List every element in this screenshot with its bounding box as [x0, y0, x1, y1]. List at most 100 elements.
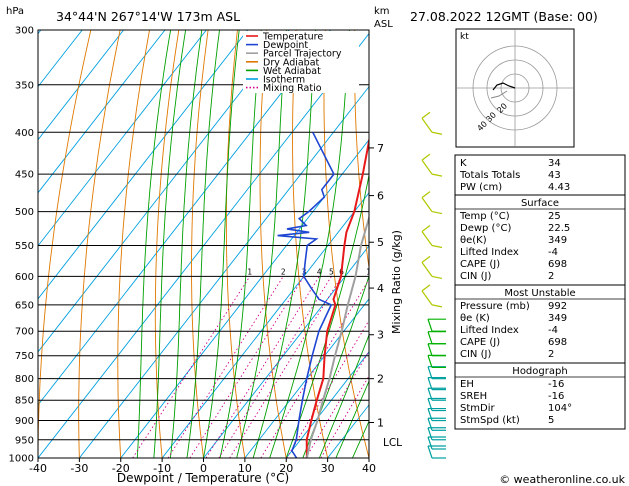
pressure-tick-label: 900: [15, 416, 34, 427]
wind-barb: [421, 191, 443, 215]
credit-text: © weatheronline.co.uk: [499, 473, 625, 486]
panel-row-value: 349: [548, 235, 567, 246]
legend-item: Mixing Ratio: [263, 83, 322, 94]
x-axis-label: Dewpoint / Temperature (°C): [117, 471, 289, 485]
pressure-tick-label: 400: [15, 128, 34, 139]
isotherm-line: [38, 30, 207, 247]
km-tick-label: 7: [377, 142, 384, 155]
mixing-ratio-value: 4: [317, 267, 322, 276]
mixing-ratio-value: 10: [366, 267, 376, 276]
location-title: 34°44'N 267°14'W 173m ASL: [56, 9, 240, 24]
km-tick-label: 1: [377, 417, 384, 430]
panel-section-title: Most Unstable: [504, 288, 575, 299]
panel-section-title: Surface: [521, 198, 559, 209]
hodograph-storm-motion: [490, 90, 508, 99]
panel-row-label: θe(K): [460, 235, 487, 246]
panel-row-label: Dewp (°C): [460, 223, 511, 234]
lcl-label: LCL: [383, 437, 402, 449]
legend-item: Dewpoint: [263, 40, 308, 51]
mixing-ratio-line: [260, 278, 369, 458]
panel-row-label: Pressure (mb): [460, 301, 530, 312]
legend-item: Wet Adiabat: [263, 66, 321, 77]
pressure-tick-label: 450: [15, 170, 34, 181]
panel-row-value: -16: [548, 391, 564, 402]
panel-row-label: CAPE (J): [460, 259, 500, 270]
wind-barb: [427, 366, 446, 380]
profiles: [277, 131, 369, 458]
mixing-ratio-value: 1: [247, 267, 252, 276]
mixing-ratio-value: 2: [281, 267, 286, 276]
wet-adiabat-line: [318, 333, 369, 458]
km-tick-label: 3: [377, 329, 384, 342]
panel-section-title: Hodograph: [512, 366, 567, 377]
x-tick-label: 40: [362, 462, 376, 475]
panel-row-label: CIN (J): [460, 349, 491, 360]
panel-row-label: CAPE (J): [460, 337, 500, 348]
pressure-tick-label: 700: [15, 327, 34, 338]
wind-barb: [421, 255, 443, 279]
pressure-tick-label: 800: [15, 374, 34, 385]
x-tick-label: -10: [153, 462, 171, 475]
x-tick-label: 30: [321, 462, 335, 475]
isotherm-line: [161, 192, 369, 458]
x-tick-label: -30: [70, 462, 88, 475]
wind-barb: [427, 377, 446, 391]
date-title: 27.08.2022 12GMT (Base: 00): [410, 9, 598, 24]
legend-item: Dry Adiabat: [263, 57, 320, 68]
panel-row-value: 34: [548, 158, 561, 169]
km-tick-label: 6: [377, 190, 384, 203]
panel-row-value: 4.43: [548, 182, 570, 193]
isotherm-line: [203, 245, 369, 458]
hodograph-trace: [492, 82, 516, 91]
series-temperature: [305, 135, 369, 458]
panel-row-value: 43: [548, 170, 561, 181]
indices-panel: K 34 Totals Totals 43 PW (cm) 4.43 Surface Temp…: [454, 154, 626, 430]
wet-adiabat-line: [335, 380, 369, 458]
x-tick-label: -20: [112, 462, 130, 475]
panel-row-label: SREH: [460, 391, 487, 402]
panel-row-value: 2: [548, 271, 554, 282]
mixing-ratio-line: [305, 350, 369, 458]
wind-barb: [421, 153, 443, 177]
pressure-tick-label: 550: [15, 241, 34, 252]
x-tick-label: 10: [238, 462, 252, 475]
series-dewpoint: [277, 131, 335, 458]
series-parcel-trajectory: [305, 214, 369, 458]
panel-row-label: Lifted Index: [460, 247, 519, 258]
panel-row-value: 25: [548, 211, 561, 222]
pressure-tick-label: 1000: [9, 454, 34, 465]
km-tick-label: 5: [377, 236, 384, 249]
isotherm-line: [38, 30, 124, 141]
wind-barb: [421, 284, 443, 308]
mixing-ratio-line: [132, 276, 251, 458]
x-tick-label: 20: [279, 462, 293, 475]
panel-row-value: 992: [548, 301, 567, 312]
pressure-tick-label: 300: [15, 26, 34, 37]
asl-unit: ASL: [374, 19, 393, 30]
wind-barbs: [421, 111, 446, 459]
pressure-tick-label: 500: [15, 207, 34, 218]
mixing-ratio-axis-label: Mixing Ratio (g/kg): [390, 230, 403, 334]
isotherm-line: [244, 298, 369, 458]
pressure-tick-label: 950: [15, 435, 34, 446]
isotherm-line: [38, 30, 249, 300]
x-tick-label: 0: [200, 462, 207, 475]
pressure-tick-label: 850: [15, 396, 34, 407]
panel-row-value: 2: [548, 349, 554, 360]
pressure-tick-label: 750: [15, 351, 34, 362]
panel-row-label: CIN (J): [460, 271, 491, 282]
panel-row-label: StmSpd (kt): [460, 415, 520, 426]
pressure-tick-label: 350: [15, 80, 34, 91]
panel-row-value: -4: [548, 247, 558, 258]
panel-row-label: K: [460, 158, 467, 169]
pressure-unit: hPa: [6, 6, 24, 17]
panel-row-label: Temp (°C): [459, 211, 510, 222]
legend-item: Isotherm: [263, 75, 305, 86]
wind-barb: [421, 224, 443, 249]
km-unit: km: [374, 6, 390, 17]
panel-row-value: 104°: [548, 403, 572, 414]
isotherm-line: [79, 85, 369, 458]
legend-item: Parcel Trajectory: [263, 49, 342, 60]
